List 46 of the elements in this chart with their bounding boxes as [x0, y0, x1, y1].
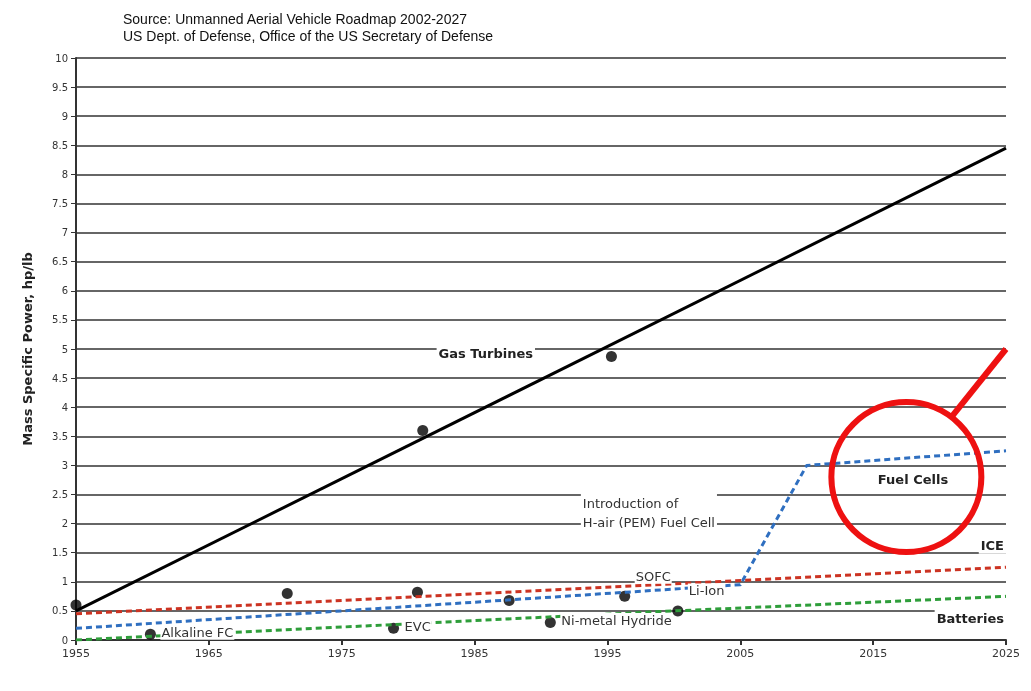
- annotation: SOFC: [635, 568, 671, 584]
- series-label: Batteries: [936, 610, 1005, 626]
- annotation: Li-Ion: [688, 583, 725, 599]
- annotation: EVC: [404, 618, 431, 634]
- y-tick-label: 9.5: [52, 81, 68, 93]
- x-tick-label: 1985: [460, 647, 489, 660]
- y-axis-title: Mass Specific Power, hp/lb: [20, 252, 35, 446]
- annotation: Alkaline FC: [161, 624, 234, 640]
- series-label: Gas Turbines: [438, 346, 534, 362]
- x-tick-label: 2025: [992, 647, 1020, 660]
- x-tick-label: 1955: [62, 647, 90, 660]
- x-tick-label: 1995: [593, 647, 622, 660]
- y-tick-label: 2.5: [52, 489, 68, 500]
- y-tick-label: 5.5: [52, 314, 68, 326]
- point: [544, 617, 556, 629]
- y-tick-label: 5: [61, 343, 68, 355]
- y-tick-label: 4.5: [52, 372, 68, 384]
- point: [417, 424, 429, 436]
- y-tick-label: 1.5: [52, 547, 68, 559]
- y-tick-label: 6: [61, 285, 68, 297]
- y-tick-label: 7: [61, 227, 68, 239]
- point: [605, 351, 617, 363]
- y-tick-label: 8: [61, 168, 68, 180]
- y-tick-label: 1: [61, 576, 68, 588]
- y-tick-label: 4: [61, 401, 68, 413]
- series-label: ICE: [980, 537, 1004, 553]
- annotation: Introduction of H-air (PEM) Fuel Cell: [582, 495, 715, 530]
- y-tick-label: 10: [55, 52, 68, 64]
- source-note: Source: Unmanned Aerial Vehicle Roadmap 2002-2027: [123, 11, 468, 27]
- y-tick-label: 9: [61, 110, 68, 122]
- point: [281, 587, 293, 599]
- y-tick-label: 2: [61, 518, 68, 530]
- y-tick-label: 6.5: [52, 256, 68, 268]
- y-tick-label: 0.5: [52, 605, 68, 617]
- y-tick-label: 0: [61, 634, 68, 646]
- series-label: Fuel Cells: [877, 472, 949, 488]
- y-tick-label: 3: [61, 459, 68, 471]
- x-tick-label: 2005: [726, 647, 755, 660]
- x-tick-label: 1975: [327, 647, 356, 660]
- y-tick-label: 8.5: [52, 139, 68, 151]
- x-tick-label: 2015: [859, 647, 888, 660]
- y-tick-label: 3.5: [52, 430, 68, 442]
- text: US Dept. of Defense, Office of the US Secretary of Defense: [123, 28, 494, 44]
- y-tick-label: 7.5: [52, 198, 68, 209]
- x-tick-label: 1965: [194, 647, 223, 660]
- annotation: Ni-metal Hydride: [561, 613, 672, 629]
